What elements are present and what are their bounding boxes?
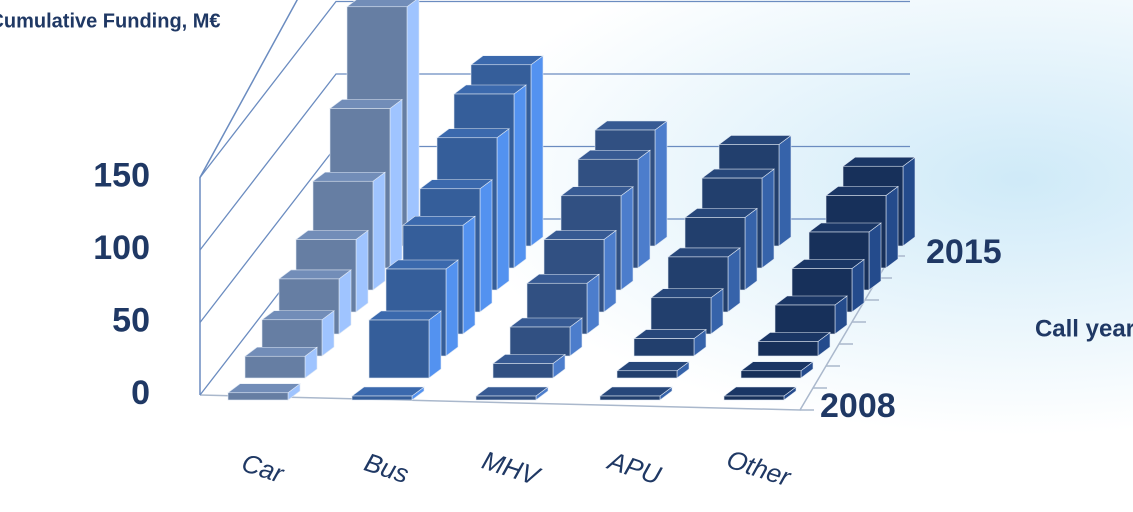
bar-top <box>278 269 352 280</box>
bar-side <box>744 207 758 291</box>
bar <box>616 370 678 379</box>
bar <box>599 395 661 401</box>
bar-side <box>496 128 510 291</box>
bar-top <box>577 149 651 160</box>
bar-side <box>885 185 899 269</box>
grid-line <box>199 0 910 178</box>
bar-side <box>761 168 775 269</box>
bar-top <box>616 361 690 372</box>
depth-tick-label: 2008 <box>820 387 896 425</box>
bar-top <box>509 317 583 328</box>
bar-side <box>462 215 476 335</box>
depth-tick-label: 2015 <box>926 233 1002 271</box>
bar <box>351 395 413 401</box>
bar-top <box>599 386 673 397</box>
bar-top <box>543 230 617 240</box>
bar-top <box>368 310 442 321</box>
bar-side <box>603 229 617 313</box>
depth-axis-title: Call year <box>1035 315 1133 342</box>
bar-top <box>261 310 335 321</box>
bar-side <box>902 156 916 247</box>
bar-side <box>654 120 668 247</box>
bar <box>227 392 289 401</box>
bar-side <box>445 259 459 357</box>
bar <box>774 304 836 335</box>
y-tick-label: 100 <box>93 229 150 267</box>
bar-side <box>586 273 600 335</box>
bar <box>723 395 785 401</box>
bar-top <box>791 259 865 269</box>
bar <box>492 363 554 379</box>
bar-top <box>346 0 417 8</box>
bar-top <box>244 346 318 357</box>
bar-top <box>470 55 544 66</box>
bar-top <box>329 99 403 109</box>
bar-side <box>389 98 403 269</box>
bar-top <box>684 208 758 218</box>
bar-top <box>453 84 527 95</box>
y-tick-label: 150 <box>93 156 150 194</box>
bar <box>740 370 802 379</box>
y-tick-label: 50 <box>112 301 150 339</box>
bar <box>509 326 571 357</box>
bar-top <box>808 222 882 233</box>
bar-side <box>338 269 352 335</box>
bar-top <box>385 259 459 270</box>
bar-side <box>513 84 527 269</box>
bar-top <box>842 156 916 167</box>
grid-line <box>199 73 910 251</box>
wall-edge <box>199 0 298 395</box>
bar-side <box>778 134 792 247</box>
bar-side <box>868 222 882 291</box>
bar-top <box>718 135 792 145</box>
bar-side <box>355 229 369 313</box>
bar-top <box>475 386 549 397</box>
bar-top <box>667 247 741 258</box>
y-tick-label: 0 <box>131 374 150 412</box>
bar-side <box>637 149 651 269</box>
bar-top <box>492 354 566 364</box>
bar <box>244 355 306 379</box>
bar-top <box>633 329 707 339</box>
bar-top <box>526 273 600 284</box>
bar-side <box>530 55 544 247</box>
bar-top <box>701 168 775 179</box>
bar-top <box>227 383 301 394</box>
bar-top <box>774 295 848 306</box>
bar <box>475 395 537 401</box>
bar-top <box>402 215 476 226</box>
bar <box>368 319 430 379</box>
bar-side <box>620 186 634 291</box>
bar <box>757 341 819 357</box>
bar-top <box>594 120 668 131</box>
bar-side <box>372 171 386 291</box>
bar-top <box>650 288 724 299</box>
bar <box>650 297 712 335</box>
bar-side <box>406 0 420 247</box>
bar-top <box>295 230 369 240</box>
bar-side <box>479 179 493 313</box>
bar-top <box>757 332 831 342</box>
bar-top <box>825 186 899 196</box>
bar-top <box>723 386 797 397</box>
bar-top <box>740 361 814 372</box>
bar-top <box>312 171 386 182</box>
bar-top <box>419 179 493 190</box>
bar-side <box>727 247 741 313</box>
y-axis-title: Cumulative Funding, M€ <box>0 10 221 32</box>
bar-top <box>560 186 634 197</box>
bar-side <box>428 310 442 379</box>
bar-top <box>436 128 510 139</box>
bar-top <box>351 386 425 397</box>
bar <box>633 338 695 357</box>
